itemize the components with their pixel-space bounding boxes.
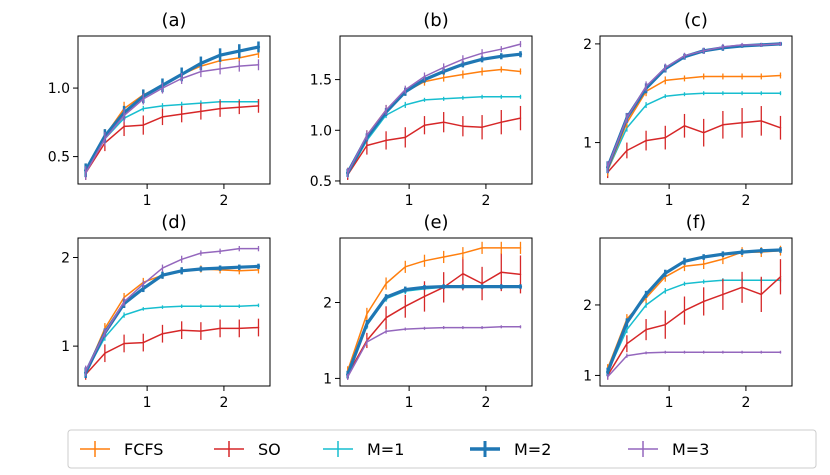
panel-c-xtick-label: 1	[665, 193, 674, 209]
panel-e-series-fcfs-line	[346, 247, 522, 372]
panel-c-series-m1-line	[606, 92, 782, 171]
panel-a: (a) 1 2 0.5 1.0	[48, 10, 271, 209]
panel-d-xtick-label: 2	[219, 395, 228, 411]
panel-b-axes-frame	[339, 35, 533, 185]
legend-entry-m3: M=3	[628, 440, 709, 459]
panel-a-series-so-line	[84, 105, 260, 174]
panel-f-series-so-line	[606, 276, 782, 377]
panel-e-xtick-label: 1	[405, 395, 414, 411]
panels-group: (a)1 20.51.0(b)1 20.51.01.5(c)1 212(d)1 212(…	[48, 10, 793, 411]
panel-d-series-group	[84, 245, 261, 380]
panel-f-ytick-label: 1	[583, 368, 592, 384]
panel-b-series-m1-line	[346, 96, 522, 176]
panel-c-series-so-line	[606, 120, 782, 173]
panel-f-axes-frame	[599, 237, 793, 387]
panel-c-series-fcfs-line	[606, 74, 782, 171]
panel-c-ytick-label: 1	[583, 136, 592, 152]
legend-entry-so: SO	[214, 440, 281, 459]
panel-b-title: (b)	[423, 10, 448, 31]
legend-label-m2: M=2	[514, 440, 551, 459]
panel-f-series-m2-line	[606, 248, 783, 374]
panel-e-series-group	[346, 241, 523, 380]
legend-entry-fcfs: FCFS	[80, 440, 163, 459]
panel-b-ytick-label: 1.0	[310, 123, 332, 139]
panel-f-series-m3-line	[606, 351, 782, 378]
panel-f-xtick-label: 1	[665, 395, 674, 411]
panel-d-series-m3-line	[84, 247, 260, 372]
panel-e-series-so-line	[346, 271, 522, 376]
panel-c-ytick-label: 2	[583, 37, 592, 53]
panel-a-series-m1-line	[84, 101, 260, 172]
panel-b-xtick-label: 1	[405, 193, 414, 209]
legend-entry-m1: M=1	[323, 440, 404, 459]
panel-e: (e) 1 2 1 2	[323, 212, 533, 411]
panel-e-series-m3-line	[346, 326, 522, 378]
panel-d: (d) 1 2 1 2	[61, 212, 271, 411]
panel-e-series-m2-line	[346, 285, 523, 377]
panel-d-series-m1-line	[84, 304, 260, 374]
panel-e-xtick-label: 2	[481, 395, 490, 411]
panel-b-ytick-label: 0.5	[310, 174, 332, 190]
panel-f-series-group	[606, 245, 783, 380]
panel-f-ytick-label: 2	[583, 298, 592, 314]
panel-f-series-m1-line	[606, 279, 782, 373]
panel-e-title: (e)	[423, 212, 448, 233]
legend-label-m3: M=3	[672, 440, 709, 459]
panel-f-xtick-label: 2	[741, 395, 750, 411]
panel-f: (f) 1 2 1 2	[583, 212, 793, 411]
panel-b-series-m3-line	[346, 43, 522, 174]
panel-a-xtick-label: 1	[143, 193, 152, 209]
legend-label-m1: M=1	[367, 440, 404, 459]
panel-d-title: (d)	[161, 212, 186, 233]
panel-a-ytick-label: 1.0	[48, 81, 70, 97]
panel-d-axes-frame	[77, 237, 271, 387]
panel-b: (b) 1 2 0.5 1.0 1.5	[310, 10, 533, 209]
panel-c-xtick-label: 2	[741, 193, 750, 209]
panel-c-series-m3-line	[606, 43, 782, 168]
panel-a-series-group	[84, 41, 261, 180]
panel-c-axes-frame	[599, 35, 793, 185]
panel-a-axes-frame	[77, 35, 271, 185]
legend-frame	[67, 429, 817, 469]
panel-f-series-fcfs-line	[606, 249, 782, 370]
panel-d-series-m2-line	[84, 264, 261, 375]
panel-b-series-so-line	[346, 117, 522, 176]
panel-d-ytick-label: 1	[61, 339, 70, 355]
panel-c-series-group	[606, 41, 783, 179]
legend-label-so: SO	[258, 440, 281, 459]
legend-label-fcfs: FCFS	[124, 440, 163, 459]
panel-e-ytick-label: 1	[323, 371, 332, 387]
panel-b-series-group	[346, 41, 523, 180]
panel-d-ytick-label: 2	[61, 250, 70, 266]
legend-entry-m2: M=2	[470, 440, 551, 459]
panel-a-xtick-label: 2	[219, 193, 228, 209]
panel-a-series-m3-line	[84, 64, 260, 174]
panel-b-series-fcfs-line	[346, 68, 522, 174]
panel-d-xtick-label: 1	[143, 395, 152, 411]
panel-b-xtick-label: 2	[481, 193, 490, 209]
panel-c: (c) 1 2 1 2	[583, 10, 793, 209]
panel-e-series-m1-line	[346, 286, 522, 376]
panel-b-ytick-label: 1.5	[310, 73, 332, 89]
panel-a-ytick-label: 0.5	[48, 150, 70, 166]
legend: FCFS SO M=1 M=2 M=3	[67, 429, 817, 469]
panel-b-series-m2-line	[346, 52, 523, 175]
panel-c-title: (c)	[684, 10, 708, 31]
panel-d-series-so-line	[84, 326, 260, 376]
panel-f-title: (f)	[686, 212, 706, 233]
panel-e-axes-frame	[339, 237, 533, 387]
panel-e-ytick-label: 2	[323, 296, 332, 312]
panel-a-series-fcfs-line	[84, 53, 260, 172]
panel-a-title: (a)	[161, 10, 186, 31]
panel-a-series-m2-line	[84, 45, 261, 172]
